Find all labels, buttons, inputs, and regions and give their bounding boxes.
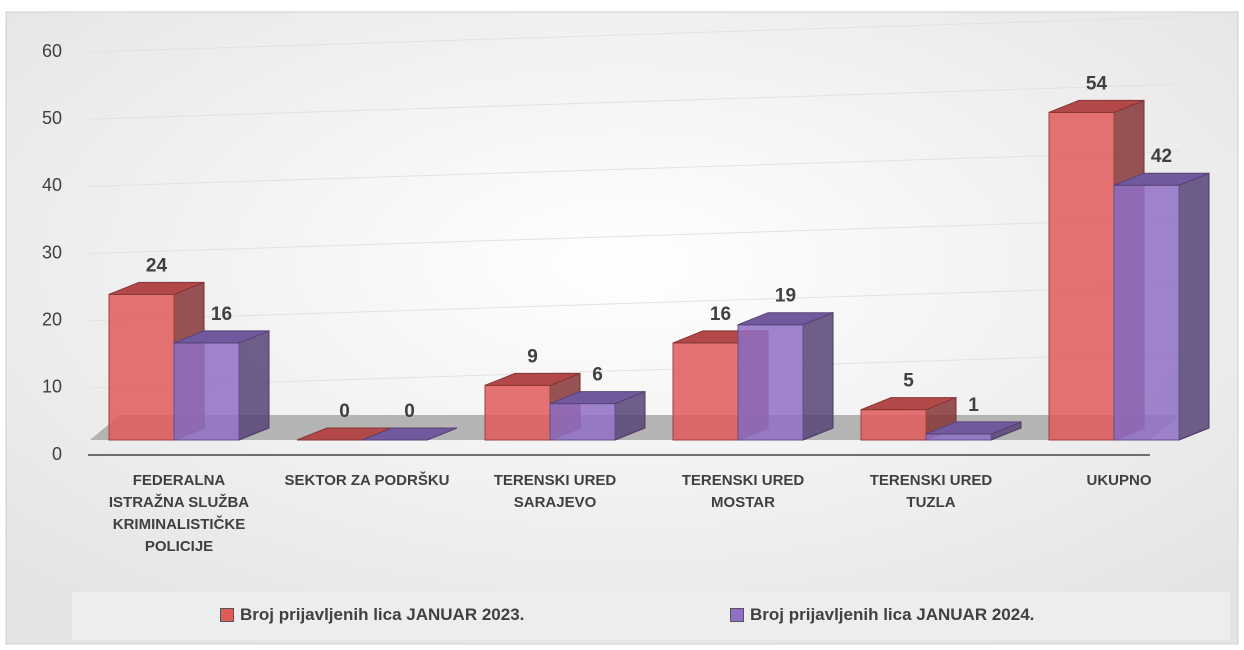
x-tick-label: TERENSKI URED SARAJEVO	[493, 472, 617, 511]
bar-top	[484, 372, 581, 386]
y-tick-label: 0	[52, 444, 62, 464]
grid-line	[89, 83, 1181, 120]
bar-side	[238, 330, 270, 441]
legend-entry: Broj prijavljenih lica JANUAR 2024.	[730, 605, 1034, 625]
grid-line	[89, 150, 1181, 187]
background	[5, 11, 1239, 645]
value-label: 9	[527, 346, 538, 367]
bar-side	[802, 311, 834, 441]
bar-top	[361, 427, 458, 441]
value-label: 0	[404, 401, 415, 422]
grid-line	[89, 16, 1181, 53]
y-tick-label: 50	[42, 108, 62, 128]
legend-swatch	[730, 608, 744, 622]
x-tick-label: TERENSKI URED TUZLA	[869, 472, 993, 511]
bar	[108, 293, 175, 441]
value-label: 0	[339, 401, 350, 422]
legend-entry: Broj prijavljenih lica JANUAR 2023.	[220, 605, 524, 625]
y-tick-label: 40	[42, 175, 62, 195]
value-label: 24	[146, 255, 168, 276]
bar-side	[1178, 172, 1210, 441]
bar	[860, 409, 927, 441]
x-tick-label: TERENSKI URED MOSTAR	[681, 472, 805, 511]
legend-box	[72, 592, 1230, 640]
value-label: 42	[1151, 146, 1172, 167]
bar	[925, 433, 992, 441]
grid-line	[89, 352, 1181, 389]
value-label: 54	[1086, 73, 1108, 94]
bar	[1113, 184, 1180, 441]
x-tick-label: UKUPNO	[1086, 472, 1152, 489]
bar	[549, 403, 616, 441]
bar-top	[860, 397, 957, 411]
x-tick-label: FEDERALNA ISTRAŽNA SLUŽBA KRIMINALISTIČK…	[108, 472, 250, 555]
bar-top	[925, 421, 1022, 435]
legend-label: Broj prijavljenih lica JANUAR 2024.	[750, 605, 1035, 624]
value-label: 1	[968, 395, 979, 416]
bar-top	[1113, 172, 1210, 186]
bar-top	[173, 330, 270, 344]
bar-top	[549, 391, 646, 405]
value-label: 6	[592, 365, 603, 386]
grid-line	[89, 285, 1181, 322]
y-tick-label: 60	[42, 41, 62, 61]
bar	[1048, 111, 1115, 441]
grid-line	[89, 218, 1181, 254]
legend-swatch	[220, 608, 234, 622]
bar	[173, 342, 240, 441]
value-label: 16	[211, 304, 232, 325]
bar	[737, 324, 804, 441]
bar-top	[108, 281, 205, 295]
value-label: 19	[775, 286, 796, 307]
bar	[672, 342, 739, 441]
legend-label: Broj prijavljenih lica JANUAR 2023.	[240, 605, 525, 624]
bar	[484, 384, 551, 441]
bar-top	[1048, 99, 1145, 113]
y-tick-label: 30	[42, 242, 62, 262]
y-tick-label: 20	[42, 309, 62, 329]
x-tick-label: SEKTOR ZA PODRŠKU	[284, 472, 450, 489]
value-label: 5	[903, 371, 914, 392]
value-label: 16	[710, 304, 731, 325]
bar-top	[737, 312, 834, 326]
y-tick-label: 10	[42, 377, 62, 397]
